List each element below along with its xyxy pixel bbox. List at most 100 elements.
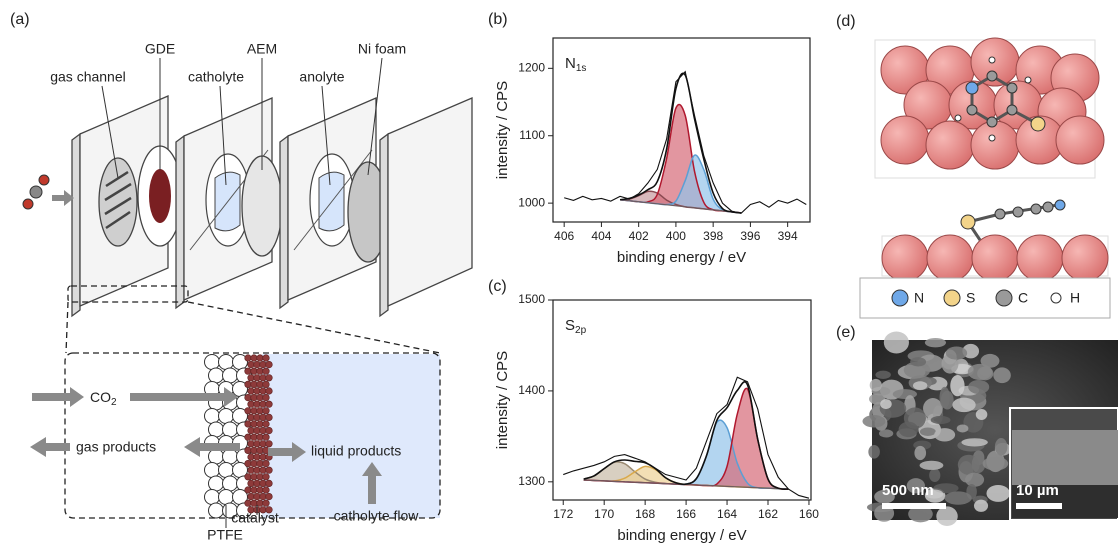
catalyst-particle	[262, 394, 270, 402]
catalyst-particle	[259, 493, 267, 501]
catalyst-particle	[247, 493, 255, 501]
sem-grain	[869, 378, 882, 392]
catalyst-particle	[259, 453, 267, 461]
fit-component	[620, 155, 742, 213]
sem-grain	[898, 421, 919, 438]
sem-grain	[965, 472, 985, 487]
catalyst-particle	[253, 400, 261, 408]
sem-grain	[934, 428, 956, 442]
catalyst-particle	[259, 374, 267, 382]
catalyst-particle	[247, 427, 255, 435]
ptfe-particle	[204, 489, 220, 505]
part-label: Ni foam	[358, 41, 406, 57]
ptfe-particle	[208, 448, 224, 465]
x-tick-label: 160	[799, 507, 819, 521]
x-tick-label: 398	[703, 229, 723, 243]
sem-grain	[875, 370, 891, 380]
x-tick-label: 170	[594, 507, 614, 521]
cu-atom	[926, 234, 974, 282]
sem-grain	[903, 361, 931, 379]
ptfe-particle	[204, 462, 220, 478]
ptfe-particle	[222, 448, 238, 465]
catalyst-particle	[259, 400, 267, 408]
sem-grain	[956, 424, 969, 433]
molecule-side	[960, 199, 1066, 241]
catalyst-particle	[265, 387, 273, 395]
catalyst-particle	[256, 367, 264, 375]
ptfe-particle	[204, 408, 220, 424]
catalyst-particle	[247, 466, 255, 474]
arrows	[30, 387, 382, 504]
catalyst-particle	[244, 354, 252, 362]
cell-stack: gas channel GDE catholyte AEM anolyte Ni…	[22, 41, 473, 318]
ptfe-particle	[208, 502, 224, 519]
catalyst-particle	[265, 493, 273, 501]
panel-label: (c)	[488, 278, 507, 295]
y-tick-label: 1200	[518, 61, 545, 75]
catalyst-particle	[256, 460, 264, 468]
catalyst-particle	[253, 453, 261, 461]
ptfe-particle	[222, 421, 238, 438]
catalyst-particle	[259, 479, 267, 488]
y-tick-label: 1300	[518, 474, 545, 488]
catalyst-particle	[250, 407, 258, 415]
catalyst-particle	[244, 380, 252, 389]
catalyst-particle	[256, 446, 264, 455]
inlet-label: CO2	[90, 389, 117, 408]
gde	[137, 145, 183, 247]
annotation-text: S	[565, 317, 575, 334]
x-tick-label: 172	[553, 507, 573, 521]
catalyst-particle	[262, 433, 270, 441]
fit-component	[620, 191, 742, 213]
catalyst-particle	[262, 354, 270, 362]
ptfe-particle	[222, 367, 238, 384]
ptfe-particle	[218, 354, 234, 370]
catalyst-particle	[256, 473, 264, 481]
catalyst-particle	[256, 433, 264, 441]
annotation: S2p	[565, 317, 587, 336]
catalyst-particle	[265, 427, 273, 435]
legend-label: C	[1018, 290, 1028, 306]
panel-label: (a)	[10, 11, 30, 28]
sem-grain	[975, 409, 988, 421]
sem-grain	[910, 357, 927, 367]
sem-grain	[912, 381, 928, 390]
legend-swatch	[995, 289, 1013, 307]
catalyst-particle	[250, 394, 258, 402]
catalyst-particle	[253, 440, 261, 448]
catalyst-particle	[250, 499, 258, 507]
catalyst-particle	[250, 367, 258, 375]
sem-grain	[982, 456, 1009, 471]
detail-view: CO2 gas products liquid products catholy…	[30, 285, 441, 543]
catalyst-particle	[253, 493, 261, 501]
catalyst-particle	[253, 479, 261, 488]
catalyst-particle	[265, 361, 273, 369]
catalyst-particle	[250, 380, 258, 389]
catalyst-particle	[262, 499, 270, 507]
catalyst-particle	[247, 479, 255, 488]
cu-atom	[880, 115, 930, 165]
ptfe-particle	[204, 354, 220, 370]
part-label: catholyte	[188, 69, 244, 85]
catalyst-particle	[250, 446, 258, 455]
aem	[241, 155, 283, 257]
sem-grain	[906, 478, 926, 494]
sem-grain	[973, 499, 989, 512]
cu-atom	[1055, 115, 1105, 165]
legend-label: N	[914, 290, 924, 306]
catalyst-particle	[265, 466, 273, 474]
catalyst-particle	[259, 466, 267, 474]
x-tick-label: 394	[778, 229, 798, 243]
legend-label: H	[1070, 290, 1080, 306]
catalyst-particle	[244, 460, 252, 468]
catalyst-particle	[250, 460, 258, 468]
sem-grain	[880, 399, 892, 410]
panel-label: (b)	[488, 11, 508, 28]
y-tick-label: 1000	[518, 195, 545, 209]
catalyst-particle	[262, 460, 270, 468]
catalyst-particle	[265, 413, 273, 422]
sem-grain	[878, 429, 894, 438]
catalyst-particle	[244, 486, 252, 494]
